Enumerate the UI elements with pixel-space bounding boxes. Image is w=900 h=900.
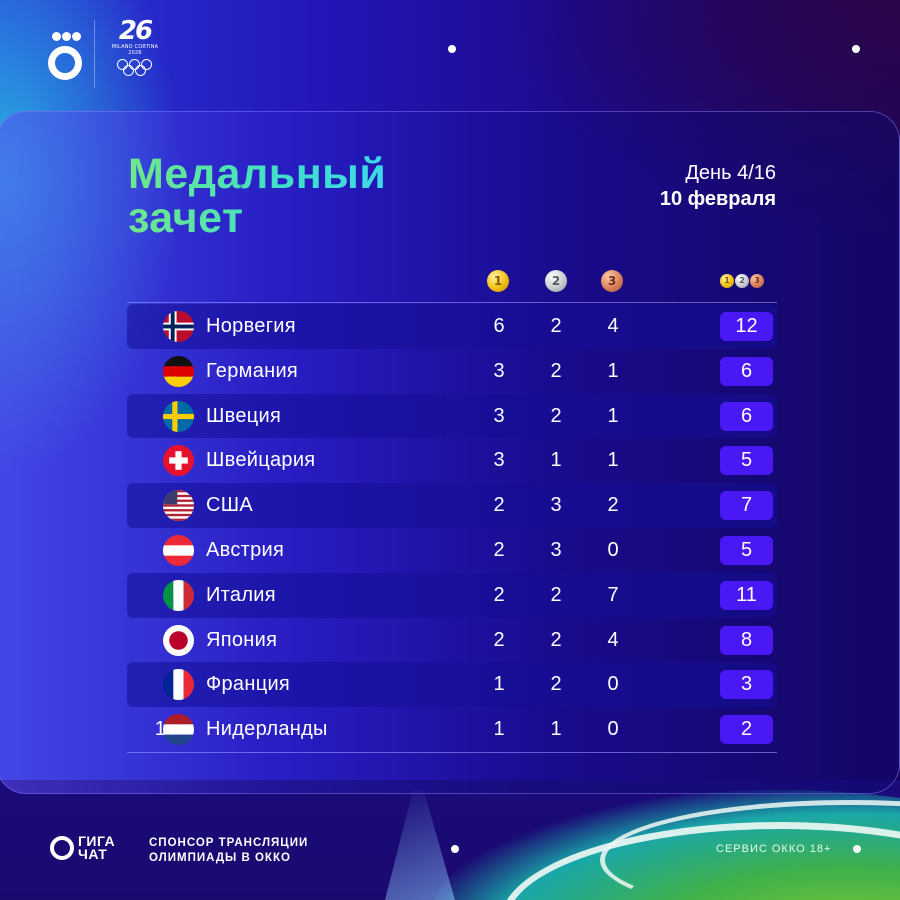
silver-count: 2 xyxy=(550,315,562,337)
country-name: Нидерланды xyxy=(206,718,328,741)
bronze-medal-icon: 3 xyxy=(601,270,623,292)
gold-count: 2 xyxy=(493,494,505,517)
austria-flag-icon xyxy=(163,534,194,566)
decorative-dot xyxy=(448,45,456,53)
silver-count: 2 xyxy=(550,673,562,696)
country-name: Норвегия xyxy=(206,315,296,337)
table-row: 5 США 2 3 2 7 xyxy=(127,483,777,528)
milano-cortina-logo: 26 MILANO CORTINA 2026 xyxy=(100,18,170,90)
okko-logo xyxy=(46,30,86,80)
gold-count: 1 xyxy=(493,718,505,741)
bronze-count: 1 xyxy=(607,449,619,472)
day-info: День 4/16 10 февраля xyxy=(660,160,776,212)
silver-medal-icon: 2 xyxy=(545,270,567,292)
table-row: 2 Германия 3 2 1 6 xyxy=(127,349,777,394)
silver-count: 3 xyxy=(550,538,562,561)
total-bronze-mini-icon: 3 xyxy=(750,274,764,288)
total-badge: 5 xyxy=(720,535,773,565)
total-badge: 6 xyxy=(720,356,773,386)
silver-count: 3 xyxy=(550,494,562,517)
bronze-count: 0 xyxy=(607,538,619,561)
olympic-rings-icon xyxy=(115,59,155,77)
gold-count: 3 xyxy=(493,404,505,427)
logo-divider xyxy=(94,20,95,88)
table-row: 6 Австрия 2 3 0 5 xyxy=(127,528,777,573)
bronze-count: 1 xyxy=(607,404,619,427)
page-title: Медальный зачет xyxy=(128,150,387,242)
bronze-count: 4 xyxy=(607,628,619,651)
germany-flag-icon xyxy=(163,355,194,387)
country-name: Германия xyxy=(206,359,299,382)
switzerland-flag-icon xyxy=(163,445,194,477)
total-gold-mini-icon: 1 xyxy=(720,274,734,288)
country-name: Австрия xyxy=(206,538,285,561)
table-row: 9 Франция 1 2 0 3 xyxy=(127,662,777,708)
table-top-divider xyxy=(127,302,777,303)
silver-count: 2 xyxy=(550,628,562,651)
silver-count: 2 xyxy=(550,359,562,382)
table-row: 10 Нидерланды 1 1 0 2 xyxy=(127,707,777,752)
country-name: Италия xyxy=(206,583,276,606)
decorative-dot xyxy=(853,845,861,853)
country-name: Швейцария xyxy=(206,449,316,472)
netherlands-flag-icon xyxy=(163,714,194,746)
total-badge: 5 xyxy=(720,446,773,476)
country-name: Япония xyxy=(206,628,278,651)
gold-count: 3 xyxy=(493,359,505,382)
table-row: 3 Швеция 3 2 1 6 xyxy=(127,393,777,439)
gold-count: 1 xyxy=(493,673,505,696)
date-label: 10 февраля xyxy=(659,188,776,210)
table-bottom-divider xyxy=(127,752,777,753)
bronze-count: 0 xyxy=(607,673,619,696)
sponsor-text: СПОНСОР ТРАНСЛЯЦИИ ОЛИМПИАДЫ В ОККО xyxy=(149,837,309,864)
country-name: Швеция xyxy=(206,404,282,427)
table-row: 8 Япония 2 2 4 8 xyxy=(127,618,777,663)
gigachat-ball-icon xyxy=(50,836,74,860)
bronze-count: 2 xyxy=(607,494,619,517)
total-silver-mini-icon: 2 xyxy=(735,274,749,288)
country-name: Франция xyxy=(206,673,291,696)
service-age-note: СЕРВИС ОККО 18+ xyxy=(716,843,832,855)
silver-count: 1 xyxy=(550,449,562,472)
sweden-flag-icon xyxy=(163,400,194,432)
table-row: 1 Норвегия 6 2 4 12 xyxy=(127,304,777,349)
total-badge: 6 xyxy=(720,401,773,431)
table-row: 7 Италия 2 2 7 11 xyxy=(127,572,777,618)
day-counter: День 4/16 xyxy=(685,162,776,184)
gigachat-logo: ГИГА ЧАТ xyxy=(50,833,115,863)
total-badge: 8 xyxy=(720,625,773,655)
bronze-count: 1 xyxy=(607,359,619,382)
gold-medal-icon: 1 xyxy=(487,270,509,292)
total-badge: 2 xyxy=(720,715,773,745)
france-flag-icon xyxy=(163,669,194,701)
norway-flag-icon xyxy=(163,311,194,342)
total-badge: 7 xyxy=(720,491,773,521)
total-badge: 12 xyxy=(720,312,773,341)
usa-flag-icon xyxy=(163,490,194,522)
total-badge: 11 xyxy=(720,580,773,610)
country-name: США xyxy=(206,494,254,517)
silver-count: 2 xyxy=(550,404,562,427)
decorative-dot xyxy=(852,45,860,53)
gold-count: 3 xyxy=(493,449,505,472)
gold-count: 6 xyxy=(493,315,505,337)
gold-count: 2 xyxy=(493,538,505,561)
bronze-count: 7 xyxy=(607,583,619,606)
bronze-count: 0 xyxy=(607,718,619,741)
bronze-count: 4 xyxy=(607,315,619,337)
silver-count: 2 xyxy=(550,583,562,606)
medal-table: 1 Норвегия 6 2 4 12 2 Германия 3 2 1 6 3… xyxy=(127,304,777,752)
decorative-dot xyxy=(451,845,459,853)
silver-count: 1 xyxy=(550,718,562,741)
table-row: 4 Швейцария 3 1 1 5 xyxy=(127,438,777,483)
total-badge: 3 xyxy=(720,670,773,700)
italy-flag-icon xyxy=(163,579,194,611)
gold-count: 2 xyxy=(493,583,505,606)
japan-flag-icon xyxy=(163,624,194,656)
gold-count: 2 xyxy=(493,628,505,651)
